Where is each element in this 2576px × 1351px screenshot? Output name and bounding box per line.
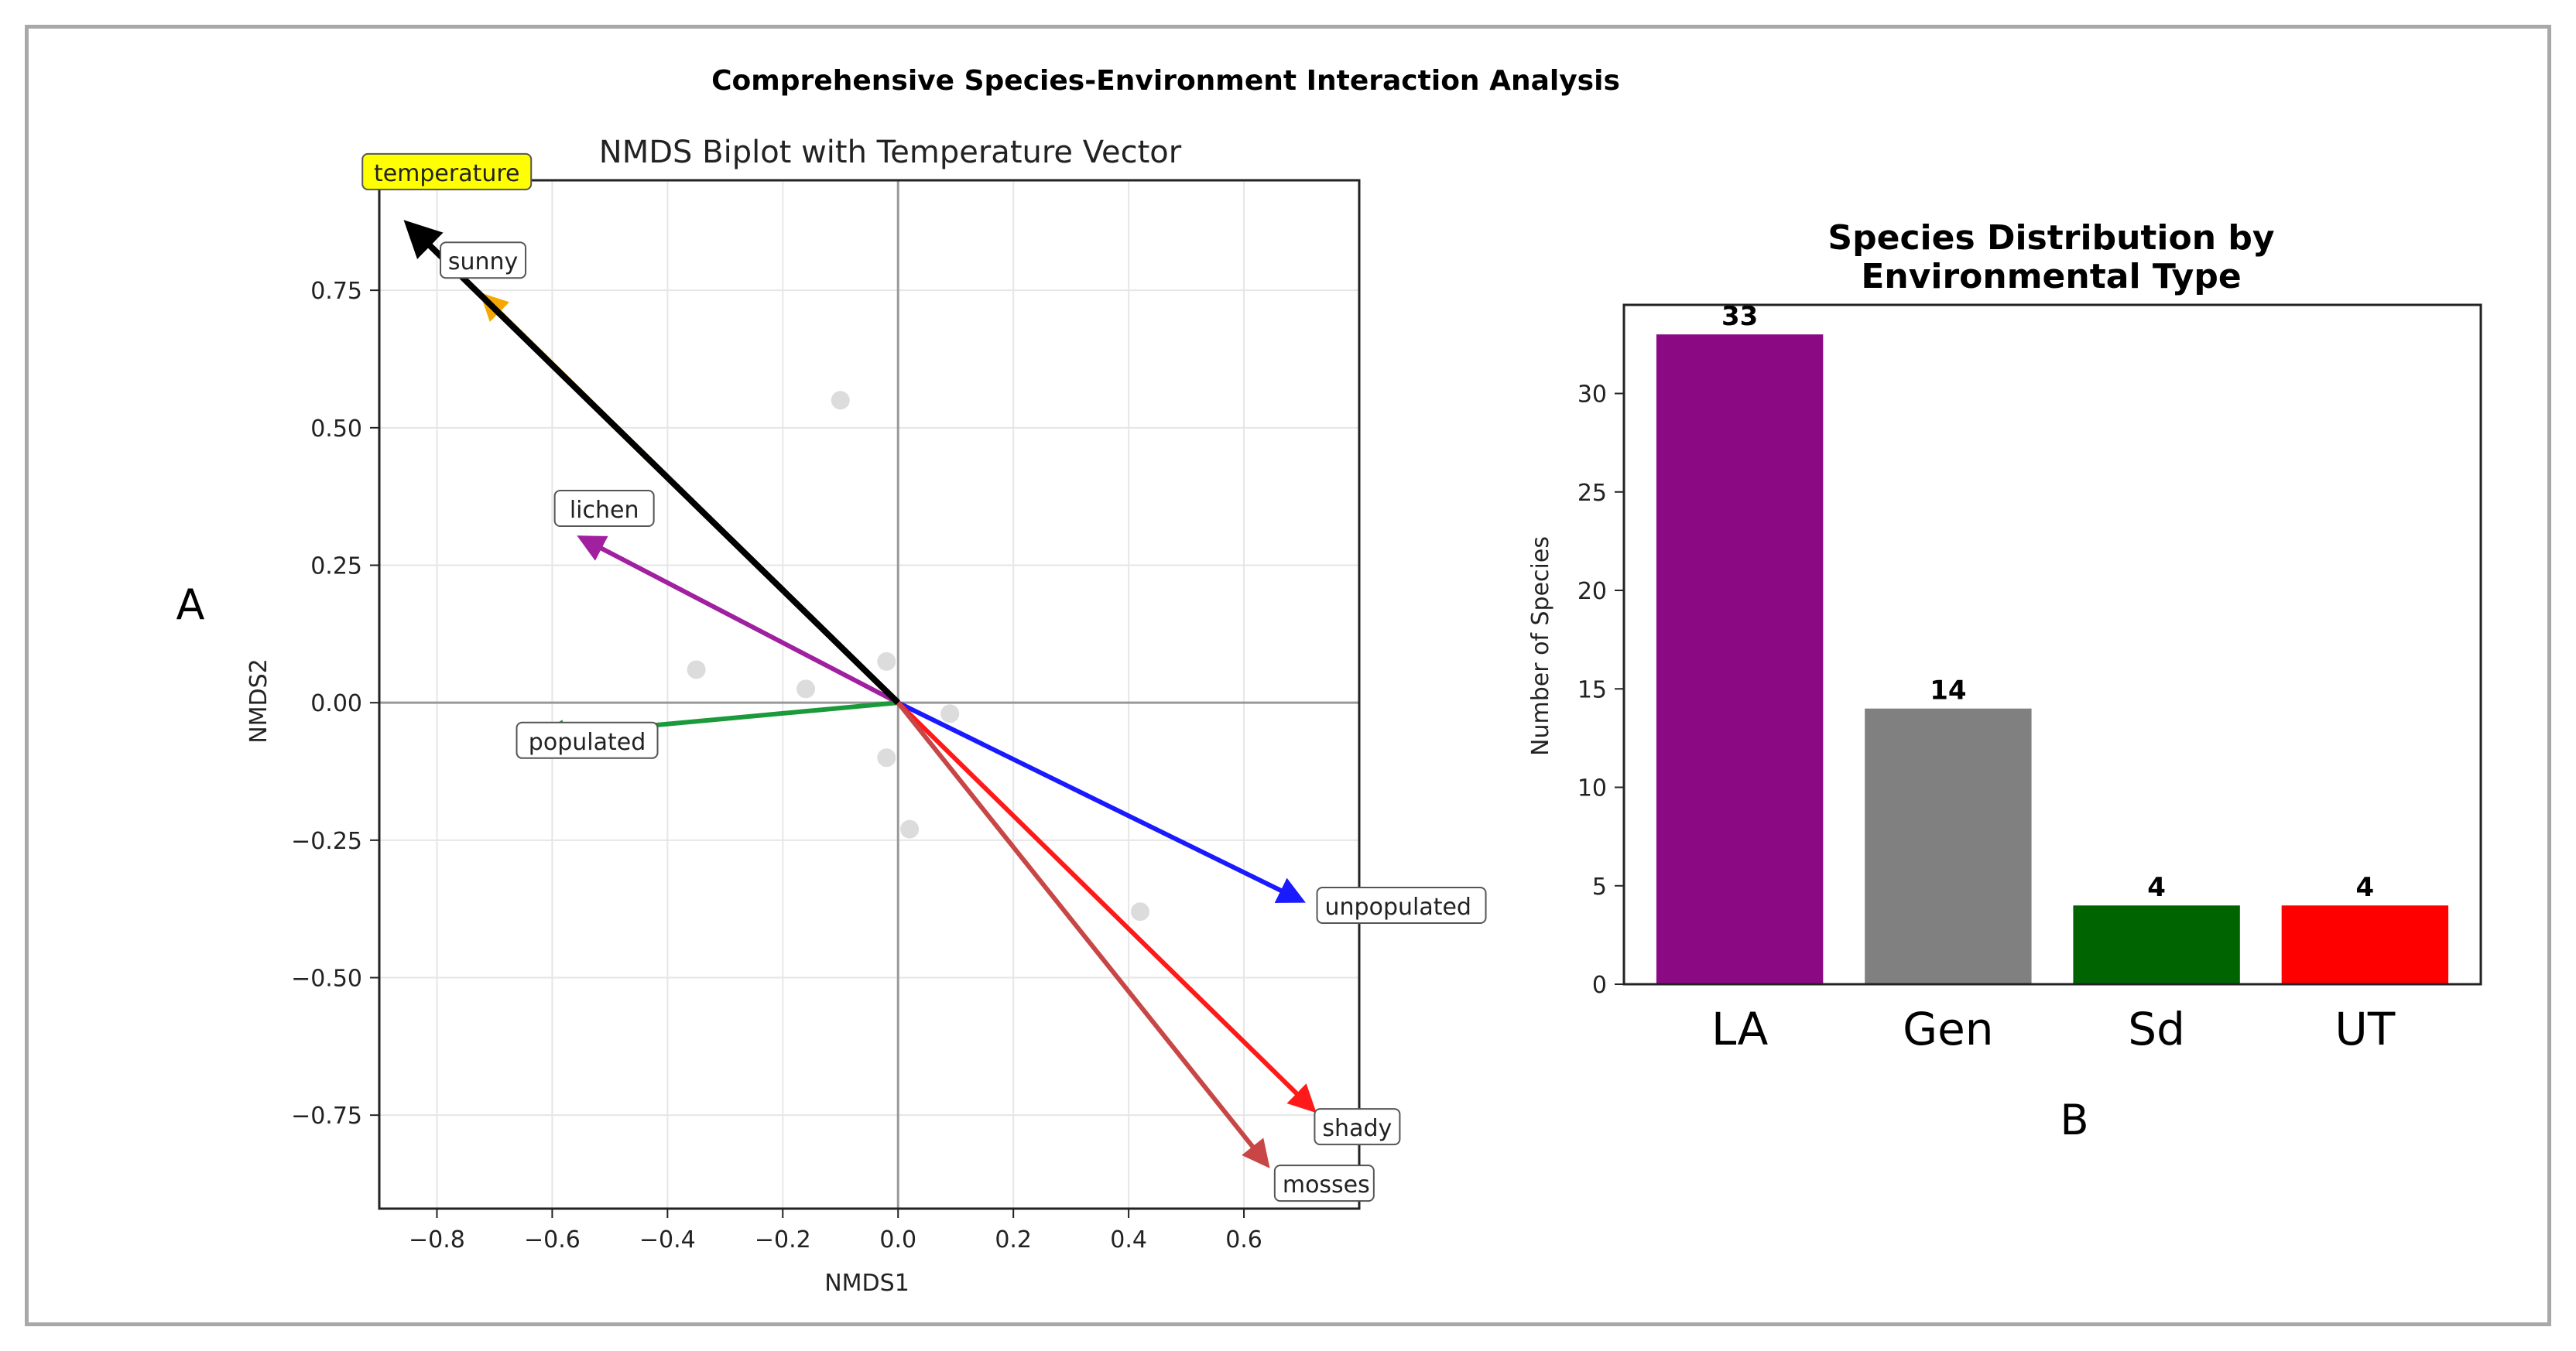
- bar-value-labels: 33 14 4 4: [1721, 301, 2374, 903]
- bar-y-tick-label: 10: [1577, 775, 1607, 802]
- vector-labels: sunny lichen populated unpopulated shady moss…: [361, 152, 1487, 1202]
- nmds-grid: [379, 180, 1359, 1209]
- bar-y-axis-label: Number of Species: [1527, 536, 1554, 756]
- environment-vectors: [403, 220, 1317, 1168]
- nmds-biplot: −0.8 −0.6 −0.4 −0.2 0.0 0.2 0.4 0.6 0.75 0.50 0.2…: [245, 135, 1487, 1297]
- x-tick-label: −0.6: [524, 1226, 581, 1254]
- vector-label-box: [1273, 1165, 1375, 1202]
- vector-mosses: [896, 701, 1270, 1168]
- figure-suptitle: Comprehensive Species-Environment Intera…: [711, 65, 1620, 97]
- bar-value-LA: 33: [1721, 301, 1758, 332]
- bar-plot-frame: [1622, 303, 2482, 986]
- vector-label-unpopulated: unpopulated: [1325, 894, 1471, 921]
- site-point: [687, 660, 706, 679]
- species-bar-chart: Species Distribution by Environmental Ty…: [1527, 218, 2482, 1055]
- bar-category-LA: LA: [1711, 1003, 1769, 1055]
- nmds-title: NMDS Biplot with Temperature Vector: [599, 135, 1182, 170]
- bar-y-tick-label: 25: [1577, 480, 1607, 507]
- y-tick-label: 0.00: [310, 690, 362, 717]
- vector-label-shady: shady: [1322, 1115, 1392, 1142]
- vector-label-mosses: mosses: [1283, 1171, 1370, 1199]
- x-tick-label: −0.4: [639, 1226, 696, 1254]
- bar-category-Gen: Gen: [1903, 1003, 1993, 1055]
- bar-series: [1656, 334, 2449, 984]
- x-tick-label: 0.0: [879, 1226, 916, 1254]
- nmds-x-axis-label: NMDS1: [824, 1270, 909, 1297]
- y-tick-label: 0.50: [310, 416, 362, 443]
- site-point: [1131, 902, 1150, 922]
- bar-y-tick-label: 5: [1592, 874, 1607, 901]
- bar-y-tick-label: 20: [1577, 578, 1607, 605]
- bar-y-tick-label: 0: [1592, 972, 1607, 999]
- vector-label-temperature: temperature: [374, 160, 520, 187]
- x-tick-label: 0.4: [1110, 1226, 1147, 1254]
- vector-lichen: [577, 535, 899, 705]
- bar-title-line-2: Environmental Type: [1861, 257, 2241, 296]
- vector-label-box: [1314, 1108, 1401, 1146]
- y-tick-label: −0.25: [291, 828, 362, 855]
- vector-unpopulated: [896, 700, 1306, 903]
- bar-y-tick-label: 15: [1577, 676, 1607, 703]
- vector-shady: [896, 701, 1317, 1113]
- bar-y-tick-label: 30: [1577, 381, 1607, 409]
- nmds-plot-frame: [378, 179, 1361, 1210]
- x-tick-label: −0.8: [409, 1226, 465, 1254]
- site-point: [877, 748, 896, 768]
- bar-value-Sd: 4: [2147, 872, 2166, 903]
- nmds-y-axis-label: NMDS2: [245, 658, 272, 744]
- bar-title-line-1: Species Distribution by: [1828, 218, 2274, 258]
- site-point: [900, 819, 920, 839]
- vector-label-box: [440, 241, 527, 279]
- panel-label-a: A: [176, 580, 205, 629]
- x-tick-label: 0.6: [1225, 1226, 1262, 1254]
- bar-category-Sd: Sd: [2128, 1003, 2185, 1055]
- bar-value-Gen: 14: [1930, 676, 1966, 706]
- bar-Sd: [2073, 905, 2240, 984]
- nmds-y-ticks: 0.75 0.50 0.25 0.00 −0.25 −0.50 −0.75: [291, 278, 379, 1130]
- vector-label-populated: populated: [529, 729, 646, 756]
- y-tick-label: −0.75: [291, 1103, 362, 1130]
- vector-label-box: [553, 489, 655, 527]
- nmds-x-ticks: −0.8 −0.6 −0.4 −0.2 0.0 0.2 0.4 0.6: [409, 1209, 1262, 1254]
- bar-Gen: [1865, 708, 2032, 984]
- site-point: [831, 391, 850, 410]
- site-point: [796, 679, 816, 699]
- bar-UT: [2281, 905, 2449, 984]
- vector-temperature: [403, 220, 901, 706]
- y-tick-label: 0.75: [310, 278, 362, 305]
- vector-label-lichen: lichen: [570, 497, 639, 524]
- y-tick-label: 0.25: [310, 552, 362, 580]
- site-point: [940, 704, 960, 723]
- panel-label-b: B: [2060, 1096, 2088, 1144]
- vector-label-box: [516, 721, 659, 759]
- y-tick-label: −0.50: [291, 966, 362, 993]
- figure-frame: [25, 25, 2551, 1326]
- x-tick-label: −0.2: [755, 1226, 811, 1254]
- vector-label-box: [1316, 887, 1487, 925]
- site-point: [877, 652, 896, 671]
- bar-category-UT: UT: [2334, 1003, 2395, 1055]
- bar-LA: [1656, 334, 1824, 984]
- vector-label-box: [361, 152, 533, 190]
- x-tick-label: 0.2: [995, 1226, 1032, 1254]
- bar-y-ticks: 0 5 10 15 20 25 30: [1577, 381, 1624, 999]
- site-points: [687, 391, 1150, 922]
- vector-label-sunny: sunny: [448, 248, 518, 275]
- bar-value-UT: 4: [2356, 872, 2375, 903]
- bar-category-labels: LA Gen Sd UT: [1711, 1003, 2396, 1055]
